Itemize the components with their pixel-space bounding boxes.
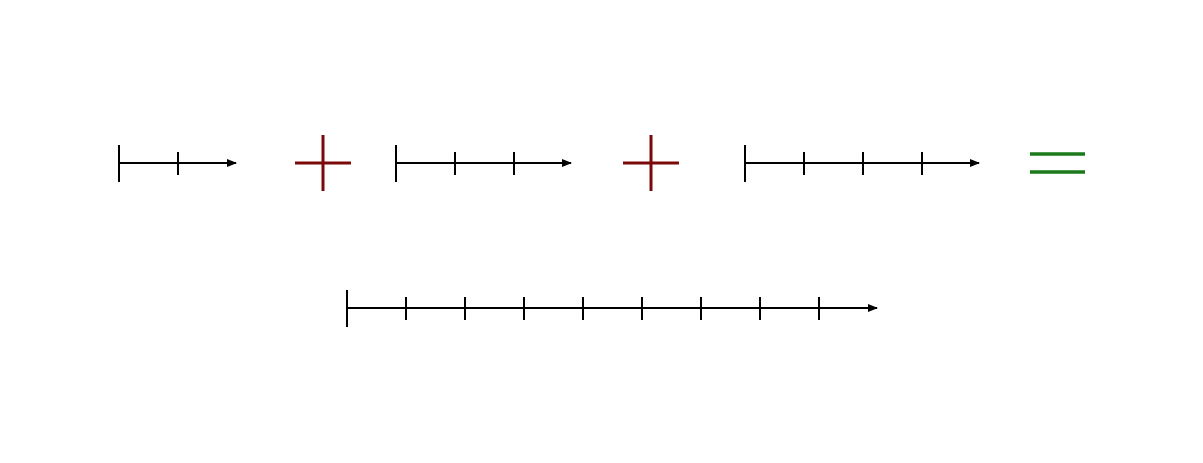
plus-sign-2	[623, 135, 679, 191]
number-line-operand-3	[744, 145, 980, 182]
plus-sign-1	[295, 135, 351, 191]
equals-sign	[1030, 152, 1085, 174]
number-line-operand-1	[118, 145, 237, 182]
number-line-operand-2	[395, 145, 572, 182]
number-line-result	[346, 290, 878, 327]
